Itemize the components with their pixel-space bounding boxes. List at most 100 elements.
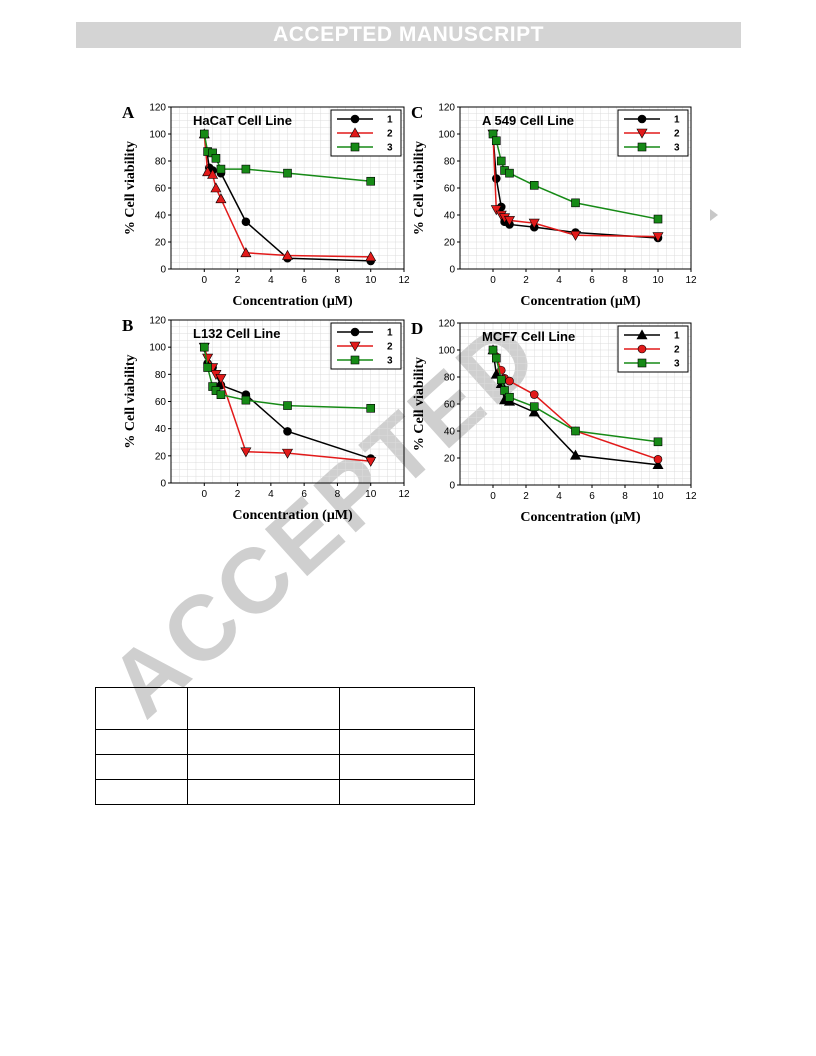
x-tick-label: 10	[652, 275, 664, 286]
y-tick-label: 120	[438, 103, 455, 114]
x-tick-label: 4	[556, 275, 562, 286]
data-point	[491, 353, 501, 363]
y-tick-label: 0	[160, 265, 166, 276]
y-axis-label: % Cell viability	[123, 354, 138, 448]
y-tick-label: 80	[155, 370, 167, 381]
data-point	[241, 217, 251, 227]
x-tick-label: 12	[398, 489, 410, 500]
legend-label: 3	[674, 359, 680, 370]
data-point	[653, 214, 663, 224]
data-point	[216, 390, 226, 400]
y-tick-label: 0	[160, 479, 166, 490]
table-cell	[339, 687, 475, 730]
y-tick-label: 20	[444, 454, 456, 465]
page-next-arrow-icon[interactable]	[710, 209, 718, 221]
legend-marker	[350, 114, 360, 124]
table-row	[95, 779, 475, 805]
legend-label: 3	[674, 143, 680, 154]
data-point	[496, 156, 506, 166]
legend-marker	[350, 355, 360, 365]
x-tick-label: 0	[202, 275, 208, 286]
data-table	[95, 687, 475, 805]
legend: 1 2 3	[330, 322, 402, 370]
data-point	[528, 218, 540, 229]
panel-title: MCF7 Cell Line	[482, 329, 575, 344]
data-point	[496, 375, 506, 385]
table-row	[95, 687, 475, 730]
data-point	[569, 449, 582, 460]
legend-label: 3	[387, 143, 393, 154]
y-tick-label: 80	[444, 157, 456, 168]
data-point	[241, 164, 251, 174]
data-point	[215, 374, 227, 385]
y-tick-label: 60	[444, 400, 456, 411]
y-axis-label: % Cell viability	[123, 141, 138, 235]
x-tick-label: 12	[685, 491, 697, 502]
legend: 1 2 3	[617, 325, 689, 373]
legend-label: 2	[387, 129, 393, 140]
data-point	[281, 448, 294, 459]
legend-label: 2	[674, 129, 680, 140]
data-point	[283, 401, 292, 410]
legend-marker	[350, 142, 360, 152]
table-cell	[187, 687, 340, 730]
table-cell	[95, 754, 188, 780]
y-tick-label: 60	[155, 184, 167, 195]
y-tick-label: 40	[155, 211, 167, 222]
y-tick-label: 100	[438, 130, 455, 141]
data-point	[199, 342, 209, 352]
legend-label: 1	[674, 331, 680, 342]
data-point	[211, 154, 221, 163]
manuscript-banner: ACCEPTED MANUSCRIPT	[76, 22, 741, 48]
data-point	[571, 426, 580, 436]
y-tick-label: 40	[444, 211, 456, 222]
y-tick-label: 60	[155, 397, 167, 408]
data-point	[199, 129, 209, 139]
data-point	[505, 392, 514, 402]
panel-title: L132 Cell Line	[193, 326, 280, 341]
data-point	[283, 427, 292, 436]
data-point	[216, 164, 226, 174]
x-tick-label: 6	[589, 491, 595, 502]
y-tick-label: 100	[438, 346, 455, 357]
data-point	[488, 345, 498, 355]
panel-title: HaCaT Cell Line	[193, 113, 292, 128]
x-tick-label: 8	[622, 491, 628, 502]
table-cell	[339, 754, 475, 780]
x-tick-label: 6	[301, 489, 307, 500]
panel-letter: B	[122, 316, 133, 335]
x-tick-label: 2	[523, 491, 529, 502]
data-point	[283, 168, 292, 178]
table-cell	[95, 779, 188, 805]
y-axis-label: % Cell viability	[412, 141, 427, 235]
data-point	[210, 182, 222, 193]
data-point	[653, 437, 663, 447]
data-point	[365, 456, 377, 467]
legend: 1 2 3	[617, 109, 689, 157]
x-tick-label: 10	[365, 275, 377, 286]
y-tick-label: 80	[444, 373, 456, 384]
data-point	[500, 386, 509, 395]
x-tick-label: 4	[556, 491, 562, 502]
data-point	[241, 395, 251, 405]
y-tick-label: 40	[155, 424, 167, 435]
table-cell	[187, 754, 340, 780]
x-tick-label: 10	[652, 491, 664, 502]
data-point	[491, 136, 501, 146]
x-axis-label: Concentration (μM)	[520, 294, 641, 309]
x-tick-label: 0	[490, 275, 496, 286]
data-point	[653, 455, 663, 464]
data-point	[366, 176, 376, 186]
data-point	[240, 447, 252, 458]
x-tick-label: 0	[202, 489, 208, 500]
data-point	[528, 406, 540, 417]
y-axis-label: % Cell viability	[412, 357, 427, 451]
y-tick-label: 100	[149, 130, 166, 141]
y-tick-label: 20	[155, 451, 167, 462]
data-point	[503, 216, 516, 227]
data-point	[505, 168, 514, 178]
data-point	[490, 205, 502, 216]
data-point	[529, 181, 539, 190]
